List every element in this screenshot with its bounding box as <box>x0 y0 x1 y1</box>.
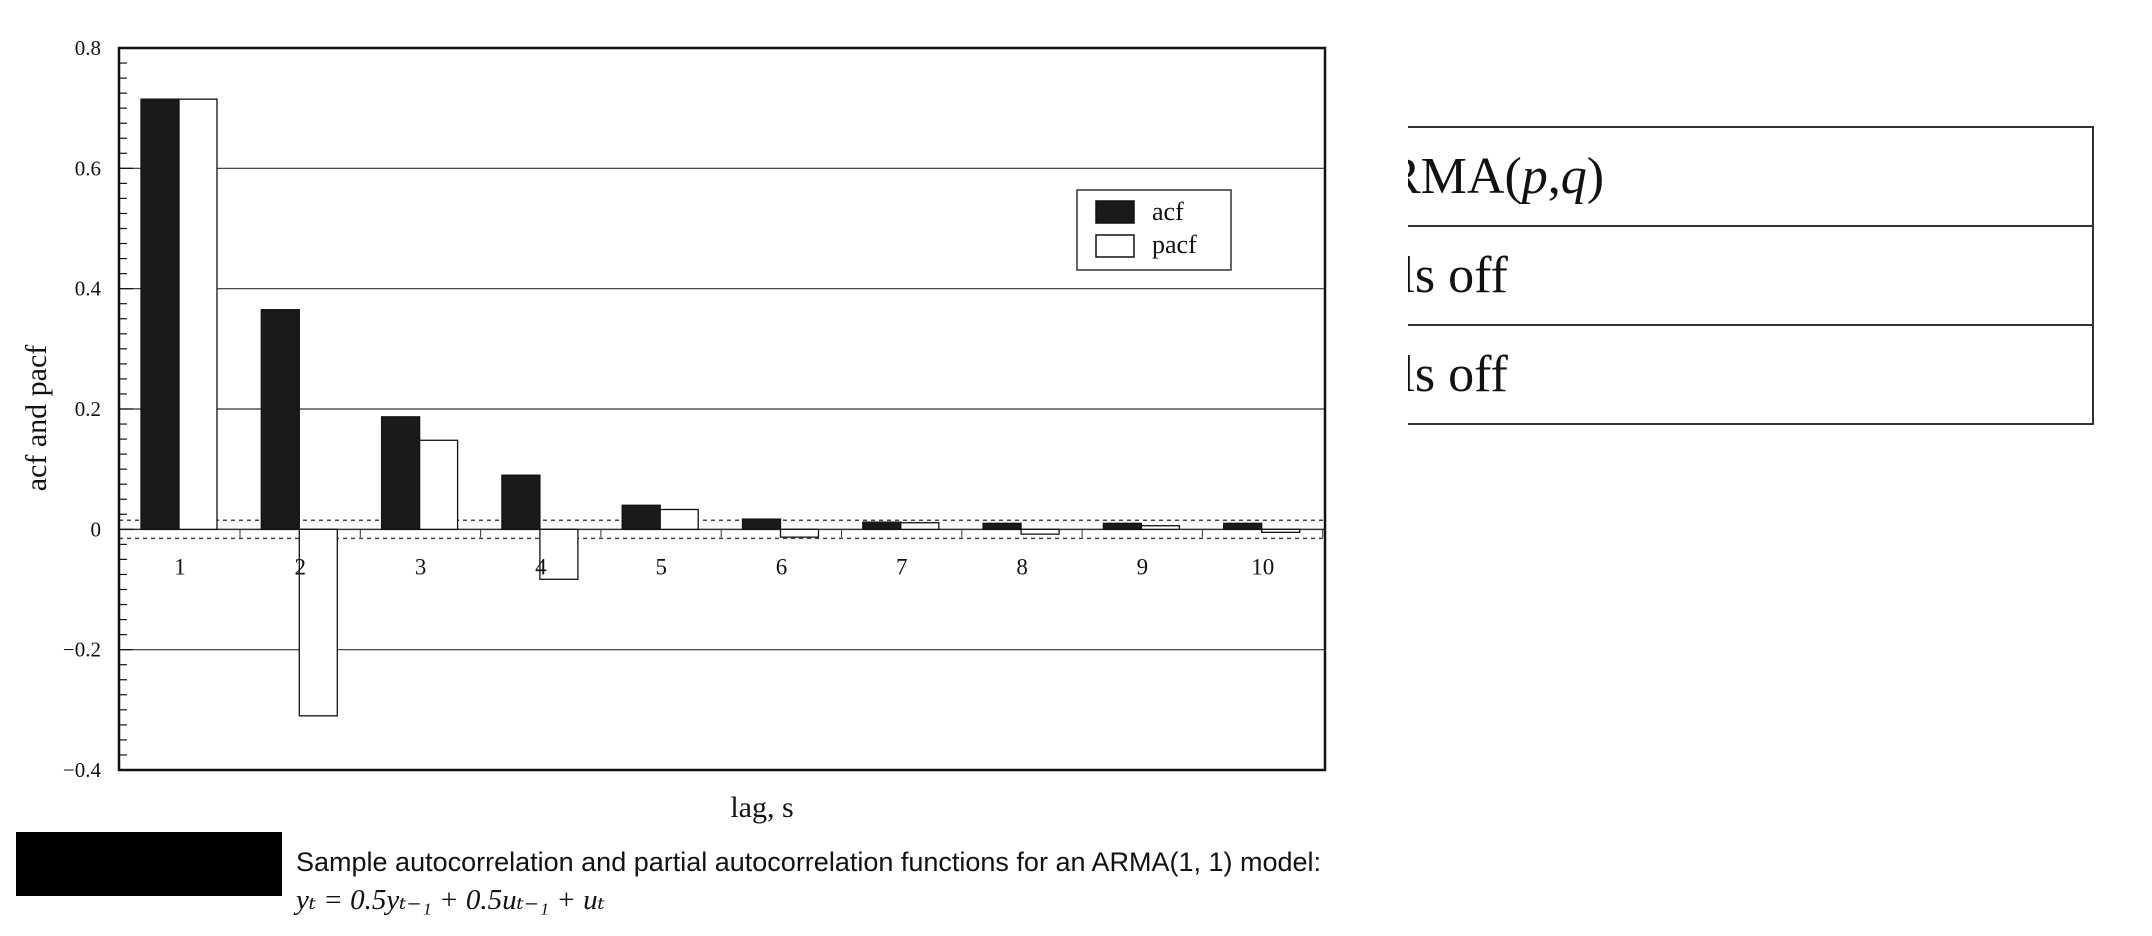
x-axis-ticks: 1 2 3 4 5 6 7 8 9 10 <box>174 529 1324 579</box>
legend-swatch-acf <box>1095 200 1135 224</box>
bar-pacf-3 <box>418 439 459 530</box>
table-row: ils off <box>1408 227 2092 326</box>
legend-swatch-pacf <box>1095 234 1135 258</box>
y-tick-label: 0 <box>91 517 102 541</box>
bar-acf-6 <box>741 518 782 530</box>
figure-caption-equation: yₜ = 0.5yₜ₋₁ + 0.5uₜ₋₁ + uₜ <box>296 884 605 916</box>
x-tick-label: 9 <box>1137 554 1149 579</box>
y-tick-label: 0.6 <box>75 156 101 180</box>
x-tick-label: 7 <box>896 554 908 579</box>
header-prefix: RMA( <box>1408 148 1522 205</box>
y-tick-label: 0.8 <box>75 36 101 60</box>
header-suffix: ) <box>1586 148 1605 205</box>
bar-acf-9 <box>1102 522 1143 530</box>
bar-pacf-8 <box>1020 528 1060 535</box>
bar-pacf-10 <box>1261 528 1301 533</box>
y-axis-ticks: 0.8 0.6 0.4 0.2 0 −0.2 −0.4 <box>63 36 133 782</box>
legend-label-acf: acf <box>1152 197 1184 226</box>
bar-pacf-6 <box>779 528 820 538</box>
acf-pacf-chart: 0.8 0.6 0.4 0.2 0 −0.2 −0.4 1 2 3 4 5 6 7 8 9 10 acf pa… <box>20 36 1327 824</box>
bar-acf-10 <box>1223 522 1263 530</box>
table-cell: ils off <box>1408 247 1508 304</box>
y-tick-label: −0.2 <box>63 638 101 662</box>
table-header-cell: RMA(p,q) <box>1408 147 1604 206</box>
bar-pacf-1 <box>178 98 218 530</box>
table-header-row: RMA(p,q) <box>1408 128 2092 227</box>
header-p: p <box>1521 148 1548 205</box>
legend-label-pacf: pacf <box>1152 230 1197 259</box>
x-tick-label: 6 <box>776 554 788 579</box>
bar-pacf-9 <box>1140 525 1181 530</box>
bar-acf-1 <box>140 98 180 530</box>
bar-acf-5 <box>621 504 661 530</box>
y-tick-label: 0.4 <box>75 277 102 301</box>
y-axis-label: acf and pacf <box>20 345 53 492</box>
chart-legend: acf pacf <box>1076 189 1232 271</box>
bars <box>140 98 1301 717</box>
x-tick-label: 10 <box>1251 554 1274 579</box>
x-axis-label: lag, s <box>730 791 793 824</box>
y-tick-label: 0.2 <box>75 397 101 421</box>
bar-pacf-2 <box>298 528 338 717</box>
table-row: ils off <box>1408 326 2092 423</box>
x-tick-label: 8 <box>1016 554 1028 579</box>
bar-pacf-5 <box>659 508 699 530</box>
bar-acf-2 <box>260 309 300 530</box>
x-tick-label: 2 <box>295 554 307 579</box>
x-tick-label: 5 <box>655 554 667 579</box>
table-cell: ils off <box>1408 346 1508 403</box>
bar-acf-4 <box>501 474 541 530</box>
bar-acf-7 <box>862 521 902 530</box>
bar-pacf-4 <box>539 528 579 580</box>
bar-acf-8 <box>982 522 1022 530</box>
x-tick-label: 3 <box>415 554 427 579</box>
x-tick-label: 4 <box>535 554 547 579</box>
x-tick-label: 1 <box>174 554 186 579</box>
figure-caption: Sample autocorrelation and partial autoc… <box>296 847 1322 877</box>
caption-label-redaction <box>16 832 282 896</box>
header-sep: , <box>1547 148 1561 205</box>
header-q: q <box>1560 148 1587 205</box>
y-tick-label: −0.4 <box>63 758 102 782</box>
bar-acf-3 <box>380 416 421 530</box>
cropped-table: RMA(p,q) ils off ils off <box>1408 126 2094 425</box>
bar-pacf-7 <box>900 522 940 530</box>
